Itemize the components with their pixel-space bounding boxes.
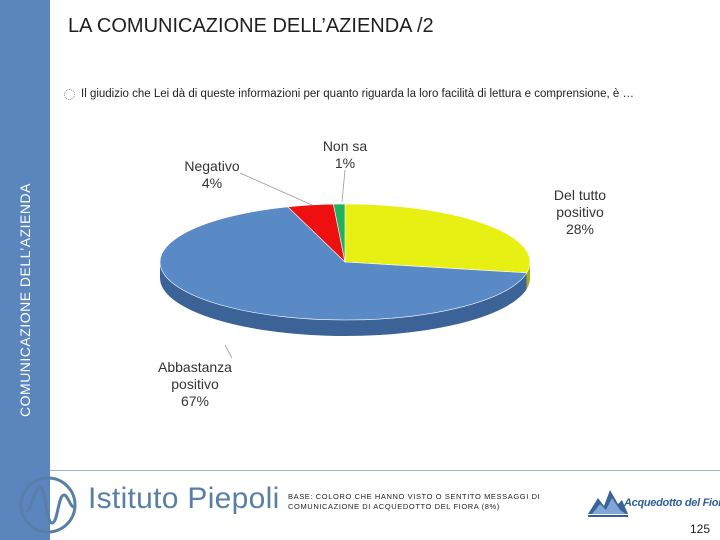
side-bar: COMUNICAZIONE DELL’AZIENDA [0,0,50,540]
slice-label-non-sa: Non sa [323,138,368,154]
value-label-del-tutto-positivo: 28% [566,221,594,237]
slice-label-del-tutto-positivo: Del tutto [554,187,606,203]
pie-slices [159,203,531,321]
pie-side-del-tutto-positivo [526,262,530,289]
question-label: Il giudizio che Lei dà di queste informa… [81,88,634,100]
bullet-icon [64,88,75,100]
partner-name: Acquedotto del Fiora [624,497,720,509]
istituto-piepoli-logo-icon [19,476,77,534]
slice-label-abbastanza-positivo: Abbastanza [158,359,232,375]
footer-divider [50,470,720,471]
value-label-negativo: 4% [202,175,222,191]
pie-sides [160,262,530,337]
pie-slice-non-sa [333,203,346,263]
question-text: Il giudizio che Lei dà di queste informa… [64,88,634,100]
slice-label-abbastanza-positivo: positivo [171,376,219,392]
page-title: LA COMUNICAZIONE DELL’AZIENDA /2 [68,15,434,37]
leader-line-non-sa [341,169,346,203]
pie-labels: Del tuttopositivo28%Abbastanzapositivo67… [158,138,606,409]
pie-side-abbastanza-positivo [160,262,527,337]
value-label-non-sa: 1% [335,155,355,171]
leader-line-abbastanza-positivo [224,344,233,359]
value-label-abbastanza-positivo: 67% [181,393,209,409]
pie-leader-lines [224,169,346,359]
brand-name: Istituto Piepoli [88,482,280,515]
acquedotto-logo-icon [588,490,628,517]
slice-label-del-tutto-positivo: positivo [556,204,604,220]
base-note: BASE: COLORO CHE HANNO VISTO O SENTITO M… [288,492,541,511]
leader-line-negativo [239,172,313,206]
slice-label-negativo: Negativo [184,158,239,174]
pie-slice-abbastanza-positivo [159,206,528,321]
pie-slice-del-tutto-positivo [344,203,531,274]
page-number: 125 [689,522,710,536]
